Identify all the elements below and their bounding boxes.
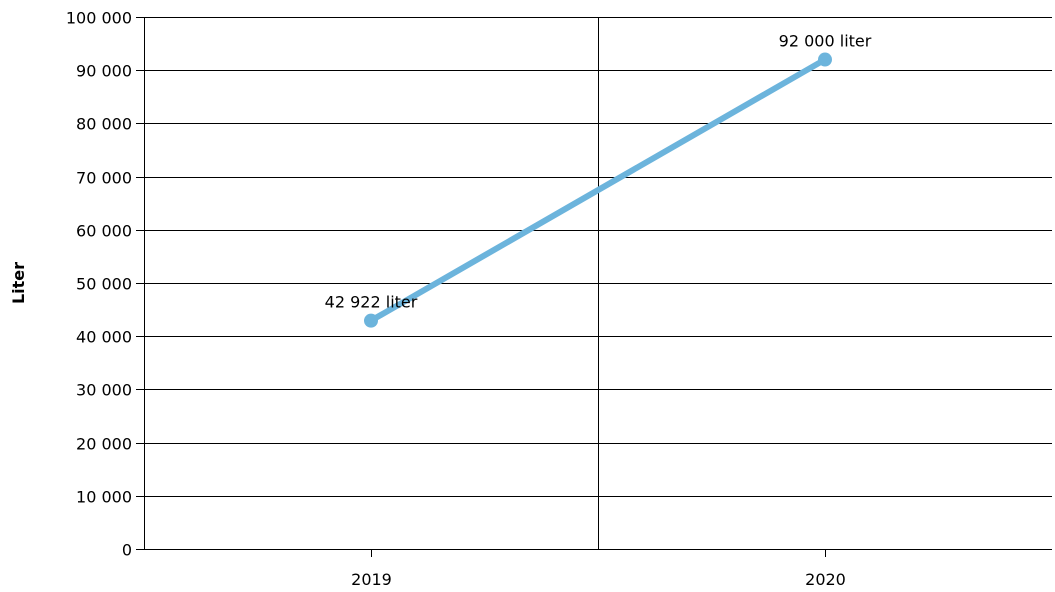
label-layer: 42 922 liter 92 000 liter: [325, 32, 872, 312]
y-tick-label: 0: [122, 541, 132, 560]
y-tick-label: 10 000: [76, 488, 132, 507]
y-tick-label: 70 000: [76, 169, 132, 188]
y-tick-label: 40 000: [76, 328, 132, 347]
data-label: 42 922 liter: [325, 293, 418, 312]
axis-layer: 0 10 000 20 000 30 000 40 000 50 000 60 000 70 …: [66, 9, 1052, 589]
y-tick-label: 100 000: [66, 9, 132, 28]
y-axis-title: Liter: [9, 262, 28, 304]
x-tick-label: 2020: [805, 570, 846, 589]
grid-layer: [144, 17, 1052, 549]
y-tick-label: 20 000: [76, 435, 132, 454]
x-tick-label: 2019: [351, 570, 392, 589]
y-tick-label: 50 000: [76, 275, 132, 294]
data-point: [364, 313, 378, 328]
y-tick-label: 80 000: [76, 115, 132, 134]
y-tick-label: 60 000: [76, 222, 132, 241]
data-point: [818, 52, 832, 67]
data-label: 92 000 liter: [779, 32, 872, 51]
series-line: [368, 56, 828, 324]
series-layer: [364, 52, 832, 328]
y-tick-label: 30 000: [76, 381, 132, 400]
y-tick-label: 90 000: [76, 62, 132, 81]
